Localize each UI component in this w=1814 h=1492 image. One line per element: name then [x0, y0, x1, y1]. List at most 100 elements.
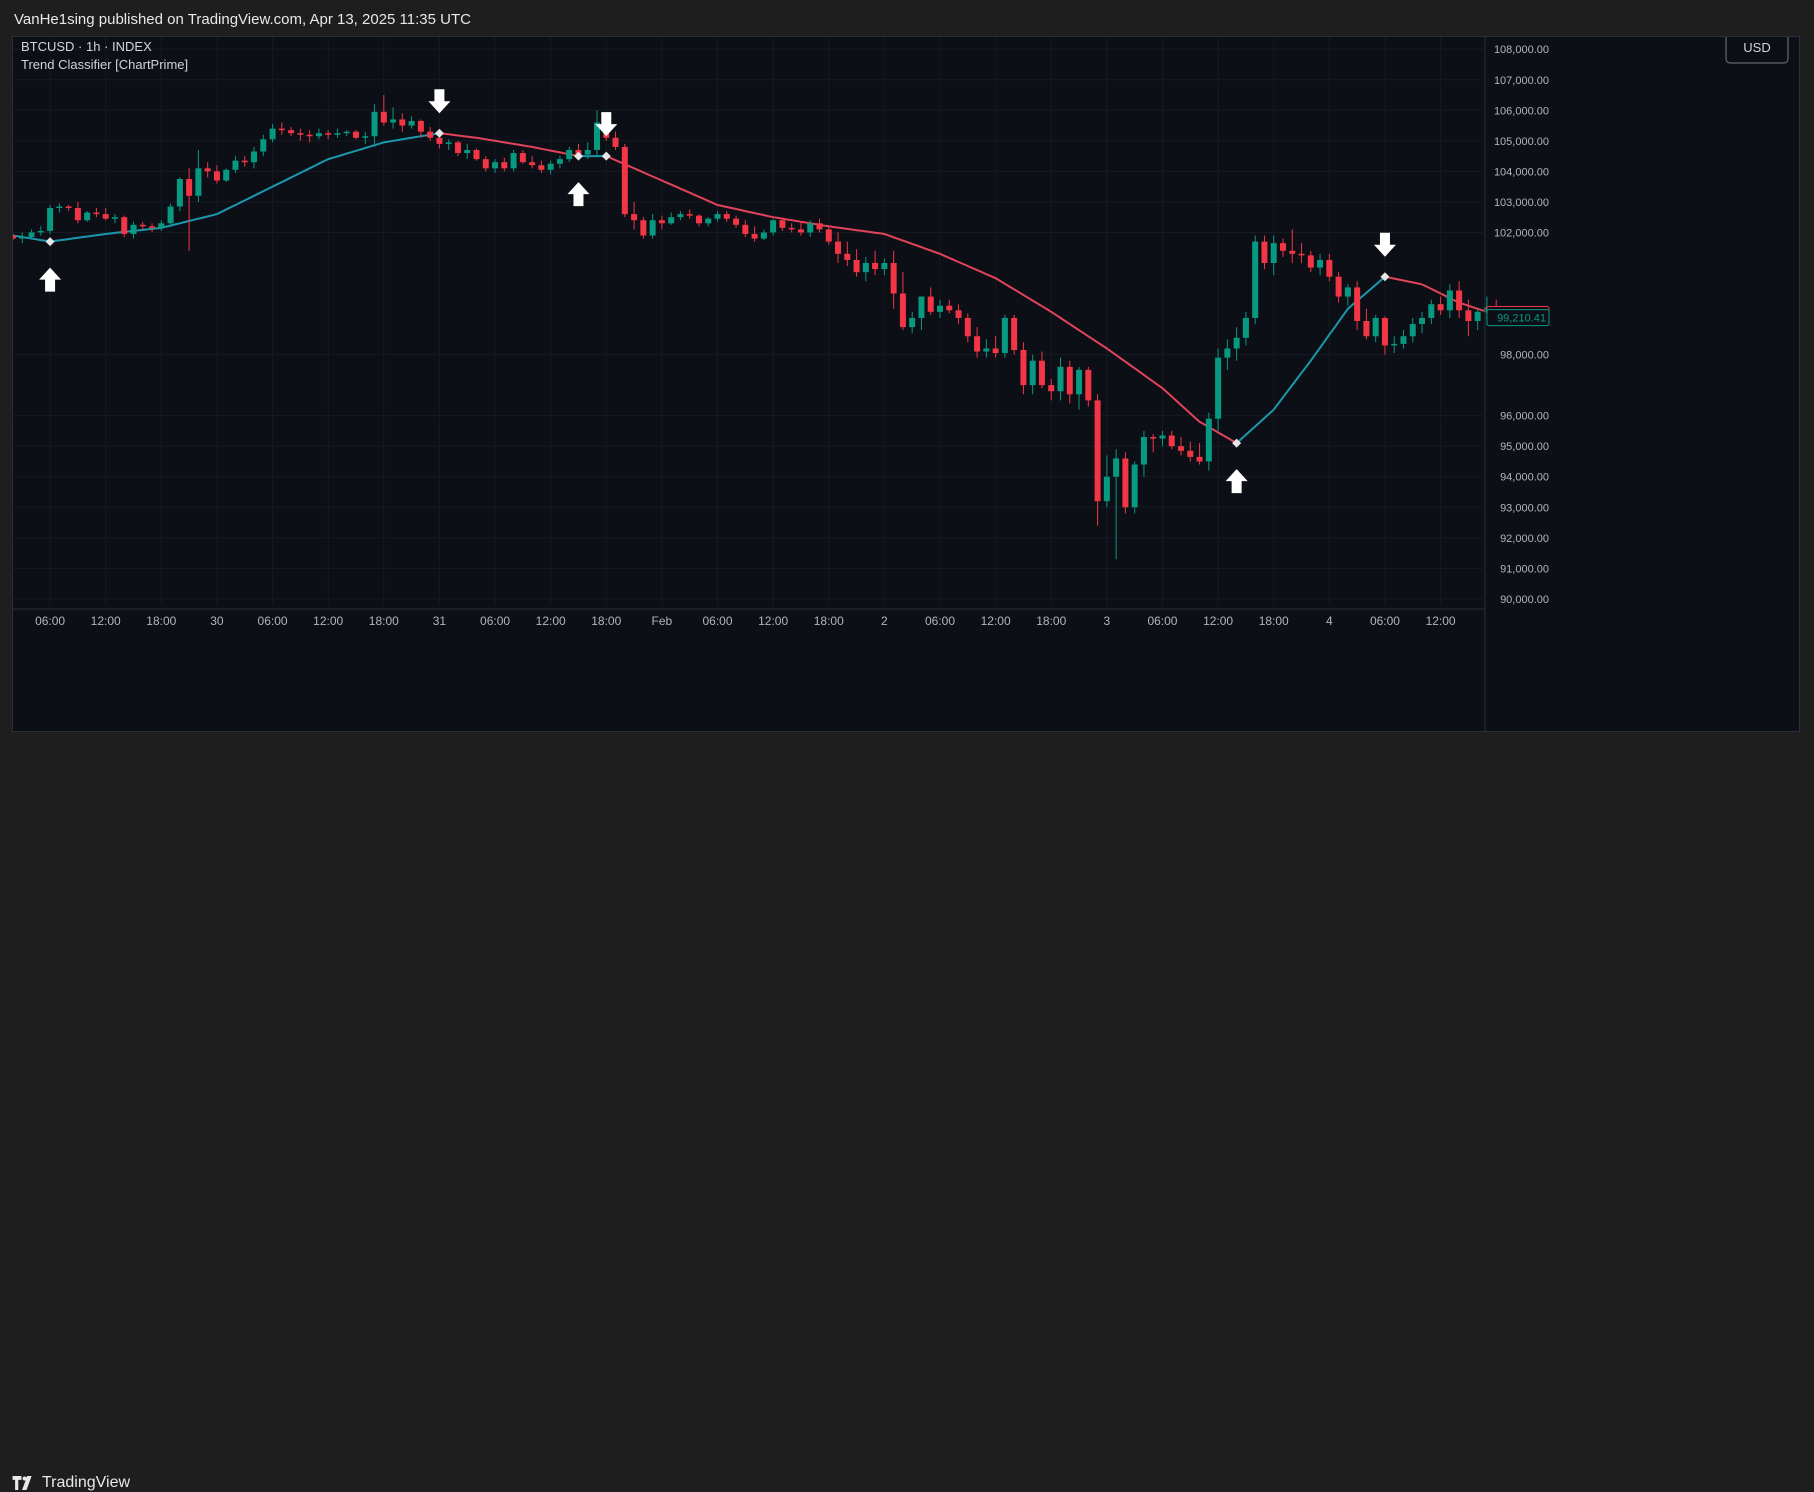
footer: TradingView — [0, 732, 1814, 1491]
time-tick-label: 18:00 — [146, 614, 176, 628]
candle-down — [1038, 360, 1045, 386]
candle-down — [658, 220, 665, 224]
tradingview-logo[interactable]: TradingView — [12, 1474, 130, 1492]
signal-diamond — [1232, 438, 1242, 448]
candle-down — [686, 214, 693, 216]
trend-segment-down — [439, 132, 579, 158]
candle-up — [1446, 290, 1453, 311]
tradingview-brand: TradingView — [42, 1474, 131, 1491]
candle-up — [937, 305, 943, 312]
candle-up — [705, 218, 712, 224]
price-axis[interactable]: 90,000.00 91,000.00 92,000.00 93,000.00 94,0… — [1484, 37, 1550, 731]
candle-down — [1094, 400, 1101, 502]
candle-down — [139, 224, 146, 227]
candle-up — [1474, 311, 1481, 321]
candle-down — [213, 171, 220, 181]
candle-down — [10, 235, 16, 239]
candle-up — [983, 348, 990, 352]
candle-up — [334, 133, 341, 135]
candle-up — [464, 149, 471, 154]
candle-up — [1252, 241, 1259, 318]
candle-down — [278, 128, 285, 131]
sell-arrow-icon — [595, 112, 618, 137]
candle-down — [65, 206, 72, 209]
candle-down — [93, 212, 100, 215]
currency-button[interactable]: USD — [1725, 32, 1789, 64]
candle-down — [1187, 450, 1194, 457]
candle-down — [1335, 276, 1342, 297]
candle-down — [1168, 435, 1175, 447]
time-tick-label: 12:00 — [313, 614, 343, 628]
candle-down — [427, 131, 434, 138]
candle-down — [149, 226, 156, 228]
price-tick-label: 90,000.00 — [1500, 594, 1549, 606]
time-tick-label: 18:00 — [1259, 614, 1289, 628]
candle-up — [195, 168, 202, 196]
candle-down — [1196, 456, 1203, 462]
candle-up — [1215, 357, 1222, 419]
candle-up — [251, 151, 258, 163]
candle-down — [501, 162, 508, 169]
signal-diamond — [434, 128, 444, 138]
candle-down — [454, 142, 461, 154]
candle-down — [844, 253, 851, 260]
candle-up — [1076, 369, 1083, 395]
candle-up — [1372, 317, 1379, 337]
candle-down — [946, 305, 953, 311]
time-tick-label: 12:00 — [536, 614, 566, 628]
price-tick-label: 96,000.00 — [1500, 411, 1549, 423]
candle-up — [760, 232, 767, 239]
price-tick-label: 102,000.00 — [1494, 227, 1549, 239]
candle-down — [816, 223, 823, 230]
price-tick-label: 105,000.00 — [1494, 136, 1549, 148]
time-axis[interactable]: 06:00 12:00 18:00 30 06:00 12:00 18:00 31 06:00 1… — [13, 608, 1485, 628]
candle-down — [1354, 287, 1361, 321]
candle-up — [390, 119, 397, 123]
price-tick-label: 104,000.00 — [1494, 166, 1549, 178]
candle-down — [436, 137, 443, 144]
candle-down — [1150, 437, 1157, 439]
candle-down — [417, 120, 424, 132]
candle-down — [1085, 369, 1092, 401]
candle-down — [1456, 290, 1463, 311]
candle-up — [594, 122, 601, 150]
candle-up — [1317, 259, 1324, 268]
candle-up — [677, 214, 684, 218]
candle-down — [1122, 458, 1129, 508]
time-tick-label: 06:00 — [1147, 614, 1177, 628]
candle-down — [631, 214, 638, 221]
signal-diamond — [601, 151, 611, 161]
candle-down — [306, 134, 313, 137]
candle-down — [1437, 304, 1444, 311]
candle-down — [974, 336, 981, 352]
candle-up — [1409, 324, 1416, 337]
trend-segment-up — [1235, 275, 1386, 444]
price-tick-label: 107,000.00 — [1494, 75, 1549, 87]
price-tick-label: 103,000.00 — [1494, 197, 1549, 209]
price-tick-label: 94,000.00 — [1500, 472, 1549, 484]
candlestick-chart[interactable]: 90,000.00 91,000.00 92,000.00 93,000.00 94,0… — [10, 32, 1799, 731]
price-label-box — [1486, 309, 1550, 327]
price-tick-label: 95,000.00 — [1500, 441, 1549, 453]
candle-down — [723, 214, 730, 219]
candle-up — [649, 220, 656, 236]
candle-up — [1205, 418, 1212, 462]
candle-down — [733, 218, 740, 225]
candle-up — [1029, 360, 1036, 386]
time-tick-label: 18:00 — [814, 614, 844, 628]
chart-frame[interactable]: 90,000.00 91,000.00 92,000.00 93,000.00 94,0… — [10, 32, 1800, 732]
candle-down — [186, 179, 193, 196]
candle-up — [371, 111, 378, 137]
candle-down — [955, 310, 962, 318]
candle-up — [1113, 458, 1120, 477]
symbol-line: BTCUSD · 1h · INDEX — [21, 39, 152, 54]
candles — [10, 95, 1500, 560]
candle-up — [1419, 317, 1426, 325]
time-tick-label: 06:00 — [703, 614, 733, 628]
price-tick-label: 106,000.00 — [1494, 105, 1549, 117]
candle-down — [992, 348, 999, 354]
candle-down — [352, 131, 359, 138]
buy-arrow-icon — [39, 267, 62, 292]
candle-up — [510, 153, 517, 169]
candle-down — [538, 165, 545, 170]
